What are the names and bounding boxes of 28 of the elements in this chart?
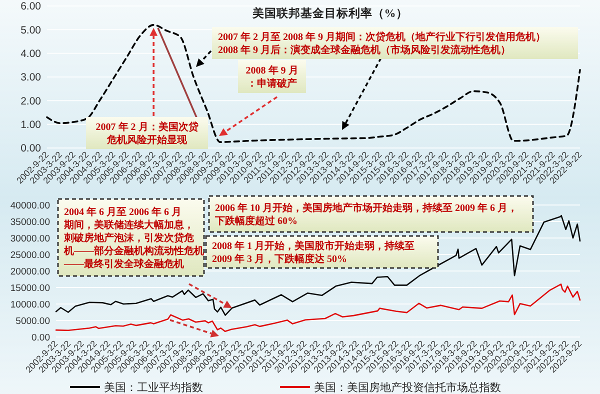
line-series [46,24,581,143]
chart-title: 美国联邦基金目标利率（%） [251,6,408,20]
y-tick-label: 10000.00 [10,299,50,310]
y-tick-label: 0.00 [32,332,50,344]
legend-label: 美国：工业平均指数 [104,380,203,394]
y-tick-label: 35000.00 [10,216,50,228]
annotation: 2008 年 9 月：申请破产 [246,64,298,90]
y-tick-label: 15000.00 [10,282,50,294]
y-tick-label: 3.00 [20,72,42,84]
y-tick-label: 20000.00 [10,266,50,278]
y-tick-label: 6.00 [20,0,42,13]
annotation: 2007 年 2 月至 2008 年 9 月期间：次贷危机（地产行业下行引发信用危机） [218,30,546,43]
y-tick-label: 25000.00 [10,250,50,261]
y-tick-label: 40000.00 [10,200,50,212]
y-tick-label: 4.00 [20,48,42,60]
line-series [55,214,581,316]
annotation: 2008 年 9 月后：演变成全球金融危机（市场风险引发流动性危机） [218,44,510,56]
annotation: 2007 年 2 月：美国次贷危机风险开始显现 [96,120,198,146]
annotation: 2004 年 6 月至 2006 年 6 月期间，美联储连续大幅加息，刺破房地产泡沫，引发次贷危机——部分金融机构流动性危机——最终引发全球金融危机 [63,206,204,270]
annotation: 2008 年 1 月开始，美国股市开始走弱，持续至 2009 年 3 月，下跌幅度达 50% [212,240,417,265]
y-tick-label: 5.00 [20,24,42,36]
y-tick-label: 2.00 [20,95,42,108]
annotation: 2006 年 10 月开始，美国房地产市场开始走弱，持续至 2009 年 6 月，下跌幅度超过 60% [214,202,518,227]
y-tick-label: 30000.00 [10,233,50,244]
y-tick-label: 0.00 [20,142,42,155]
y-tick-label: 1.00 [20,119,42,132]
y-tick-label: 5000.00 [16,316,50,327]
legend-label: 美国：美国房地产投资信托市场总指数 [314,380,501,394]
